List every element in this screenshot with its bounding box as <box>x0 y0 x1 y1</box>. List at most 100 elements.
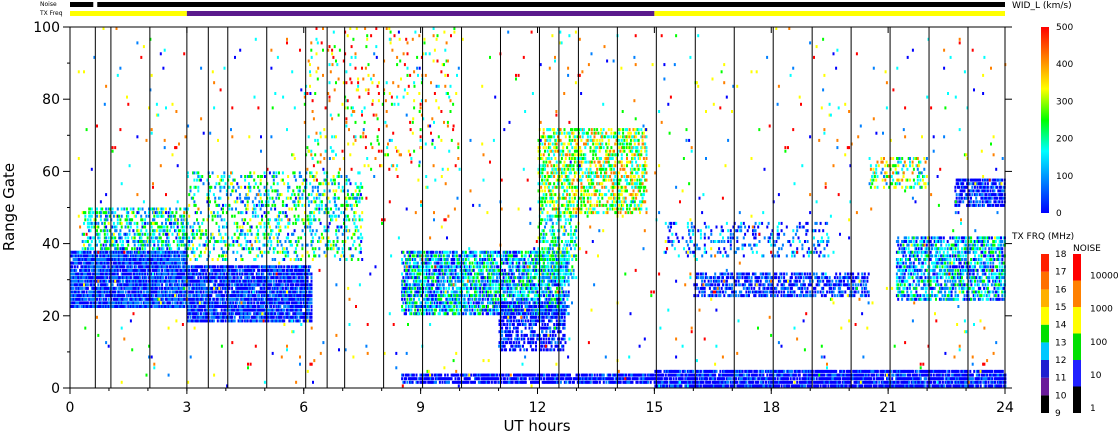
data-point <box>98 268 101 272</box>
data-point <box>116 265 119 269</box>
data-point <box>128 283 131 287</box>
data-point <box>120 236 123 240</box>
data-point <box>116 283 119 287</box>
data-point <box>192 268 195 272</box>
data-point <box>354 218 357 222</box>
data-point <box>188 308 191 312</box>
data-point <box>79 268 82 272</box>
data-point <box>253 203 256 207</box>
data-point <box>119 268 122 272</box>
data-point <box>232 301 235 305</box>
data-point <box>89 265 92 269</box>
data-point <box>158 272 161 276</box>
data-point <box>133 214 136 218</box>
data-point <box>350 45 353 49</box>
data-point <box>216 214 219 218</box>
data-point <box>350 203 353 207</box>
data-point <box>167 297 170 301</box>
data-point <box>102 294 105 298</box>
data-point <box>93 218 96 222</box>
data-point <box>72 276 75 280</box>
data-point <box>105 276 108 280</box>
data-point <box>77 250 80 254</box>
data-point <box>312 164 315 168</box>
data-point <box>137 232 140 236</box>
data-point <box>202 218 205 222</box>
data-point <box>150 286 153 290</box>
data-point <box>136 272 139 276</box>
data-point <box>186 305 189 308</box>
data-point <box>466 305 469 308</box>
data-point <box>436 34 439 38</box>
data-point <box>431 265 434 269</box>
data-point <box>141 276 144 280</box>
data-point <box>450 279 453 283</box>
data-point <box>153 207 156 211</box>
data-point <box>297 218 300 222</box>
data-point <box>174 265 177 269</box>
data-point <box>163 261 166 265</box>
data-point <box>310 276 313 280</box>
data-point <box>283 268 286 272</box>
data-point <box>345 196 348 200</box>
data-point <box>446 301 449 305</box>
data-point <box>109 229 111 233</box>
data-point <box>167 254 170 258</box>
data-point <box>438 272 441 276</box>
data-point <box>114 236 117 240</box>
data-point <box>144 301 147 305</box>
data-point <box>125 232 128 236</box>
data-point <box>120 225 123 229</box>
data-point <box>354 66 357 70</box>
data-point <box>179 265 182 269</box>
data-point <box>424 142 427 146</box>
data-point <box>93 276 96 280</box>
data-point <box>384 120 387 124</box>
data-point <box>188 276 191 280</box>
data-point <box>132 290 135 294</box>
data-point <box>84 305 87 308</box>
data-point <box>71 305 74 308</box>
data-point <box>294 221 297 225</box>
data-point <box>133 254 136 258</box>
data-point <box>163 258 166 261</box>
data-point <box>81 286 84 290</box>
data-point <box>180 283 183 287</box>
data-point <box>167 218 170 222</box>
data-point <box>137 286 140 290</box>
data-point <box>279 211 282 215</box>
data-point <box>311 99 314 103</box>
data-point <box>251 272 254 276</box>
data-point <box>105 286 108 290</box>
data-point <box>105 283 108 287</box>
data-point <box>196 301 198 305</box>
data-point <box>127 261 130 265</box>
data-point <box>142 305 145 308</box>
data-point <box>107 211 110 215</box>
data-point <box>165 276 167 280</box>
data-point <box>437 135 440 139</box>
data-point <box>76 290 79 294</box>
data-point <box>72 294 75 298</box>
data-point <box>181 229 184 233</box>
data-point <box>90 294 93 298</box>
data-point <box>193 236 196 240</box>
data-point <box>101 261 104 265</box>
data-point <box>141 286 144 290</box>
data-point <box>370 77 373 81</box>
data-point <box>75 286 78 290</box>
data-point <box>77 305 80 308</box>
data-point <box>405 37 408 41</box>
data-point <box>103 286 106 290</box>
data-point <box>333 193 336 197</box>
data-point <box>112 243 115 247</box>
data-point <box>115 229 118 233</box>
data-point <box>153 305 156 308</box>
data-point <box>246 221 249 225</box>
data-point <box>99 214 102 218</box>
data-point <box>105 243 108 247</box>
data-point <box>161 225 164 229</box>
data-point <box>335 59 337 63</box>
data-point <box>329 146 332 150</box>
data-point <box>327 236 330 240</box>
